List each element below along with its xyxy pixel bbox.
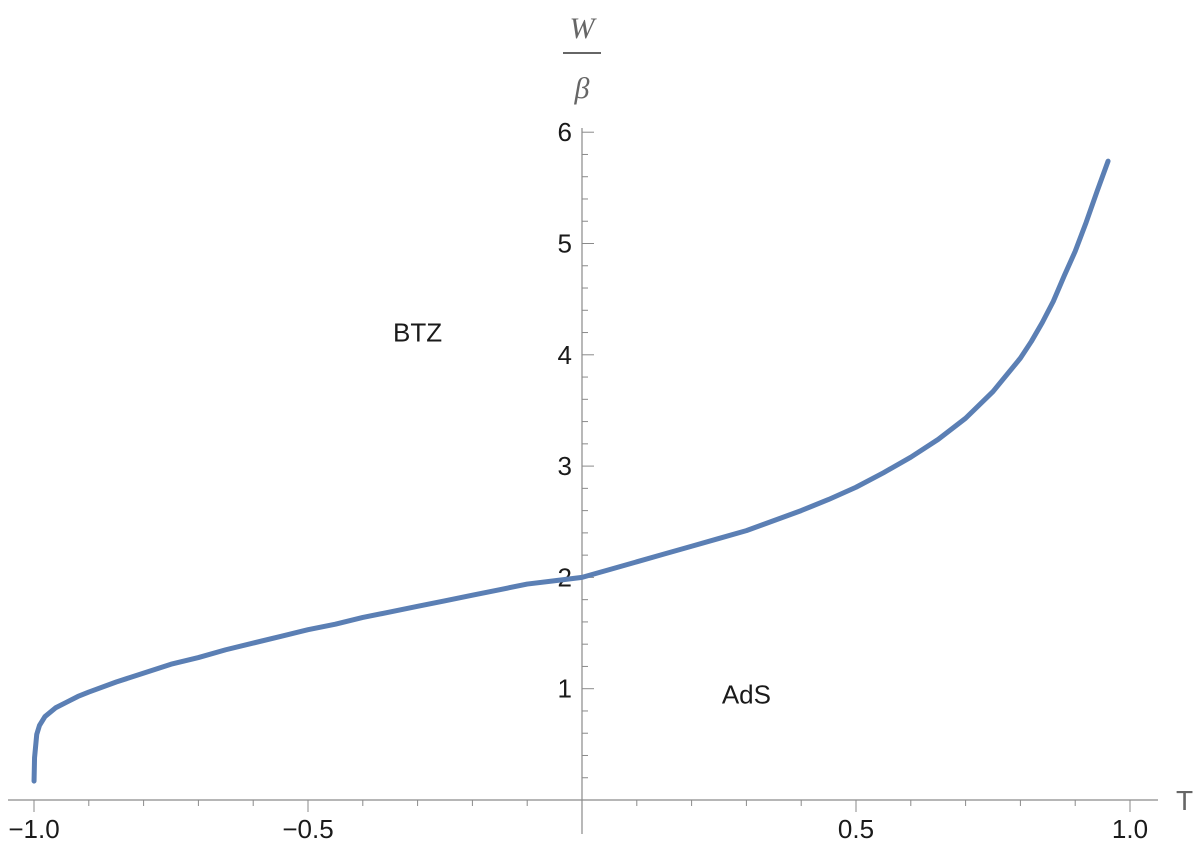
x-tick-labels: −1.0 −0.5 0.5 1.0: [8, 814, 1148, 844]
y-tick-label: 4: [558, 340, 572, 370]
x-tick-label: −1.0: [8, 814, 59, 844]
y-tick-label: 1: [558, 674, 572, 704]
y-tick-label: 6: [558, 117, 572, 147]
y-ticks: [582, 131, 594, 779]
y-axis-label-numerator: W: [570, 12, 598, 45]
x-axis-label: T: [1176, 785, 1193, 816]
y-tick-label: 5: [558, 229, 572, 259]
y-tick-label: 3: [558, 451, 572, 481]
x-tick-label: 0.5: [838, 814, 874, 844]
annotation-label: AdS: [722, 679, 771, 709]
series-line: [31, 158, 1111, 784]
annotations: BTZ AdS: [393, 318, 771, 710]
y-axis-label: W β: [563, 12, 601, 105]
x-tick-label: −0.5: [282, 814, 333, 844]
x-ticks: [33, 800, 1131, 812]
y-axis-label-denominator: β: [574, 72, 590, 105]
x-tick-label: 1.0: [1112, 814, 1148, 844]
annotation-label: BTZ: [393, 318, 442, 348]
